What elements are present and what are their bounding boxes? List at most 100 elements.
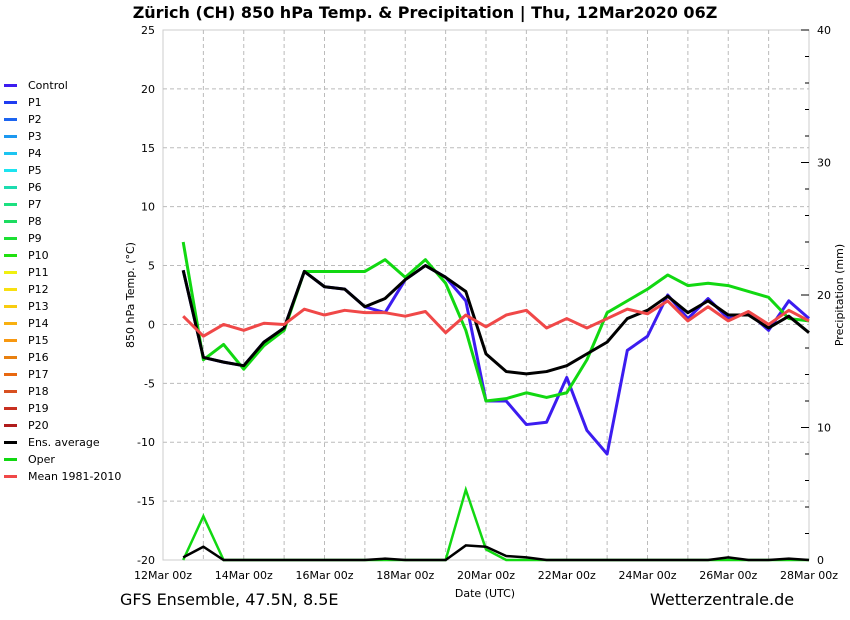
- legend: Control P1 P2 P3 P4 P5 P6 P7 P8 P9 P10 P11 P12 P13 P14…: [4, 77, 121, 485]
- y2-tick-label: 20: [817, 289, 831, 302]
- legend-label: Mean 1981-2010: [28, 470, 122, 483]
- temp-line-mean-1981-2010: [182, 299, 810, 338]
- legend-item: P19: [4, 400, 121, 417]
- y-axis-label: 850 hPa Temp. (°C): [124, 242, 137, 348]
- legend-swatch: [4, 475, 17, 478]
- legend-label: P10: [28, 249, 49, 262]
- precip-line-ens-average: [182, 544, 810, 562]
- x-tick-label: 28Mar 00z: [780, 569, 838, 582]
- legend-swatch: [4, 407, 17, 410]
- legend-item: P8: [4, 213, 121, 230]
- legend-swatch: [4, 254, 17, 257]
- y2-tick-label: 30: [817, 157, 831, 170]
- legend-label: Control: [28, 79, 68, 92]
- y2-tick-label: 0: [817, 554, 824, 567]
- legend-item: P20: [4, 417, 121, 434]
- legend-item: P18: [4, 383, 121, 400]
- legend-item: P13: [4, 298, 121, 315]
- legend-swatch: [4, 237, 17, 240]
- y2-tick-label: 10: [817, 422, 831, 435]
- x-tick-label: 16Mar 00z: [295, 569, 353, 582]
- y-tick-label: -5: [144, 377, 155, 390]
- legend-label: P20: [28, 419, 49, 432]
- legend-item: P14: [4, 315, 121, 332]
- legend-item: Control: [4, 77, 121, 94]
- legend-item: P9: [4, 230, 121, 247]
- legend-item: Ens. average: [4, 434, 121, 451]
- legend-label: P4: [28, 147, 42, 160]
- chart-title: Zürich (CH) 850 hPa Temp. & Precipitatio…: [133, 3, 718, 23]
- legend-swatch: [4, 84, 17, 87]
- temp-line-ens-average: [181, 264, 810, 376]
- legend-item: P2: [4, 111, 121, 128]
- legend-swatch: [4, 186, 17, 189]
- legend-label: Ens. average: [28, 436, 100, 449]
- y2-axis-label: Precipitation (mm): [833, 244, 846, 346]
- x-tick-label: 20Mar 00z: [457, 569, 515, 582]
- y-tick-label: -15: [137, 495, 155, 508]
- y-tick-label: 15: [141, 142, 155, 155]
- legend-item: Oper: [4, 451, 121, 468]
- legend-item: P6: [4, 179, 121, 196]
- legend-item: P16: [4, 349, 121, 366]
- legend-swatch: [4, 152, 17, 155]
- legend-label: P9: [28, 232, 42, 245]
- x-tick-label: 18Mar 00z: [376, 569, 434, 582]
- legend-label: P19: [28, 402, 49, 415]
- x-axis-label: Date (UTC): [455, 587, 515, 600]
- legend-label: P3: [28, 130, 42, 143]
- y-tick-label: 0: [148, 318, 155, 331]
- legend-item: P15: [4, 332, 121, 349]
- legend-swatch: [4, 390, 17, 393]
- legend-swatch: [4, 339, 17, 342]
- legend-item: P12: [4, 281, 121, 298]
- x-tick-label: 26Mar 00z: [699, 569, 757, 582]
- legend-swatch: [4, 288, 17, 291]
- footer-source: GFS Ensemble, 47.5N, 8.5E: [120, 590, 339, 609]
- y-tick-label: -20: [137, 554, 155, 567]
- y-tick-label: 25: [141, 24, 155, 37]
- y2-tick-label: 40: [817, 24, 831, 37]
- legend-swatch: [4, 220, 17, 223]
- legend-swatch: [4, 441, 17, 444]
- y-tick-label: -10: [137, 436, 155, 449]
- legend-item: P10: [4, 247, 121, 264]
- legend-item: P7: [4, 196, 121, 213]
- legend-swatch: [4, 169, 17, 172]
- legend-label: P12: [28, 283, 49, 296]
- legend-swatch: [4, 322, 17, 325]
- legend-swatch: [4, 305, 17, 308]
- legend-label: P16: [28, 351, 49, 364]
- legend-swatch: [4, 424, 17, 427]
- legend-item: P4: [4, 145, 121, 162]
- legend-item: P3: [4, 128, 121, 145]
- legend-label: P8: [28, 215, 42, 228]
- legend-swatch: [4, 356, 17, 359]
- legend-item: P1: [4, 94, 121, 111]
- legend-label: P1: [28, 96, 42, 109]
- legend-label: P11: [28, 266, 49, 279]
- legend-swatch: [4, 101, 17, 104]
- x-tick-label: 22Mar 00z: [538, 569, 596, 582]
- legend-label: P14: [28, 317, 49, 330]
- legend-swatch: [4, 203, 17, 206]
- legend-swatch: [4, 458, 17, 461]
- legend-label: P6: [28, 181, 42, 194]
- legend-item: P17: [4, 366, 121, 383]
- legend-swatch: [4, 373, 17, 376]
- legend-label: Oper: [28, 453, 55, 466]
- legend-swatch: [4, 271, 17, 274]
- y-tick-label: 5: [148, 260, 155, 273]
- legend-label: P7: [28, 198, 42, 211]
- legend-item: P5: [4, 162, 121, 179]
- y-tick-label: 20: [141, 83, 155, 96]
- footer-site: Wetterzentrale.de: [650, 590, 795, 609]
- legend-label: P13: [28, 300, 49, 313]
- legend-swatch: [4, 135, 17, 138]
- legend-label: P2: [28, 113, 42, 126]
- legend-label: P5: [28, 164, 42, 177]
- legend-label: P18: [28, 385, 49, 398]
- x-tick-label: 24Mar 00z: [618, 569, 676, 582]
- legend-label: P15: [28, 334, 49, 347]
